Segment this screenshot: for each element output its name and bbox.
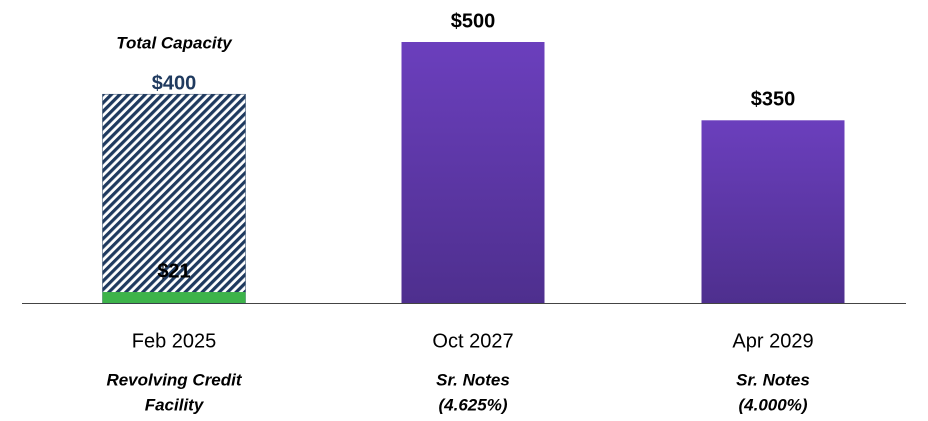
category-label: Oct 2027 (432, 330, 513, 352)
capacity-label: $400 (152, 72, 197, 94)
capacity-annotation: Total Capacity (116, 34, 233, 53)
category-label: Apr 2029 (732, 330, 813, 352)
value-label: $21 (157, 260, 190, 282)
category-description: Sr. Notes (736, 370, 810, 389)
category-description: (4.625%) (439, 395, 508, 414)
bar (102, 292, 246, 303)
category-description: Facility (145, 395, 205, 414)
value-label: $500 (451, 10, 496, 32)
bar (401, 42, 545, 303)
value-label: $350 (751, 89, 796, 111)
category-description: (4.000%) (739, 395, 808, 414)
category-label: Feb 2025 (132, 330, 217, 352)
category-description: Sr. Notes (436, 370, 510, 389)
category-description: Revolving Credit (106, 370, 242, 389)
bar (701, 120, 845, 303)
